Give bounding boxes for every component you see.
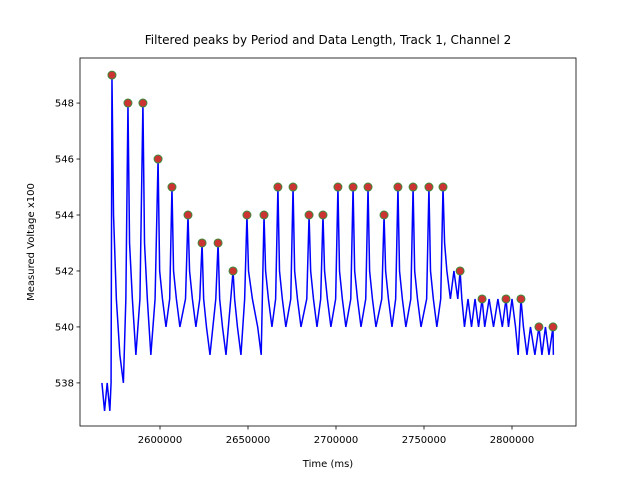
x-tick-label: 2750000: [402, 435, 447, 446]
peak-marker: [213, 238, 223, 248]
peak-marker: [393, 182, 403, 192]
chart-title: Filtered peaks by Period and Data Length…: [145, 33, 511, 47]
peak-marker: [408, 182, 418, 192]
peak-marker: [516, 294, 526, 304]
peak-marker: [333, 182, 343, 192]
peak-marker: [501, 294, 511, 304]
data-line: [101, 75, 555, 411]
peak-marker: [259, 210, 269, 220]
peak-marker: [348, 182, 358, 192]
x-axis-label: Time (ms): [302, 459, 354, 470]
peak-marker: [153, 154, 163, 164]
peak-marker: [477, 294, 487, 304]
peak-marker: [228, 266, 238, 276]
peak-marker: [197, 238, 207, 248]
x-tick-label: 2600000: [138, 435, 183, 446]
peak-marker: [183, 210, 193, 220]
y-tick-label: 548: [55, 99, 74, 110]
peak-marker: [167, 182, 177, 192]
x-tick-label: 2650000: [226, 435, 271, 446]
peak-marker: [424, 182, 434, 192]
peak-marker: [438, 182, 448, 192]
peak-marker: [123, 98, 133, 108]
peak-marker: [138, 98, 148, 108]
plot-frame: [79, 57, 577, 427]
y-tick-label: 546: [55, 155, 74, 166]
peak-marker: [534, 322, 544, 332]
peak-marker: [455, 266, 465, 276]
peak-marker: [288, 182, 298, 192]
y-tick-label: 538: [55, 378, 74, 389]
x-tick-label: 2700000: [314, 435, 359, 446]
peak-marker: [242, 210, 252, 220]
y-tick-label: 542: [55, 266, 74, 277]
x-tick-label: 2800000: [490, 435, 535, 446]
y-tick-label: 544: [55, 210, 74, 221]
peak-marker: [548, 322, 558, 332]
peak-marker: [304, 210, 314, 220]
peak-marker: [379, 210, 389, 220]
peak-marker: [107, 70, 117, 80]
peak-marker: [318, 210, 328, 220]
peak-marker: [273, 182, 283, 192]
peak-marker: [363, 182, 373, 192]
y-tick-label: 540: [55, 322, 74, 333]
y-axis-label: Measured Voltage x100: [26, 183, 37, 301]
